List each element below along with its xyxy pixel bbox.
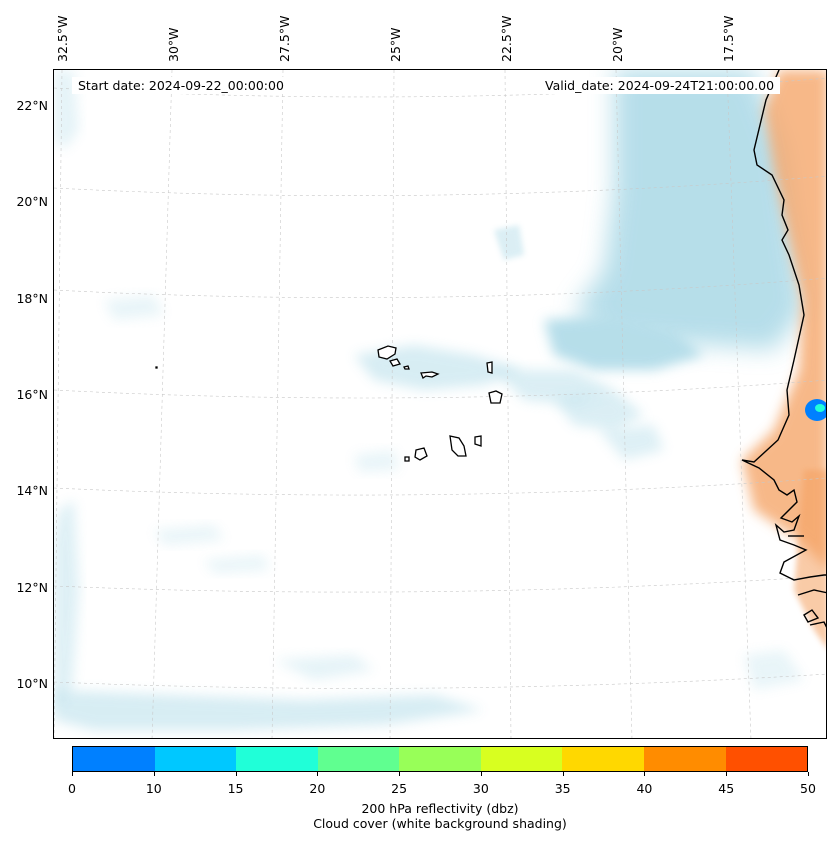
colorbar-tickmark — [644, 772, 646, 776]
lat-label: 14°N — [16, 483, 48, 498]
colorbar-tickmark — [726, 772, 728, 776]
colorbar-tick-label: 45 — [718, 781, 735, 796]
island-sao-nicolau — [420, 371, 440, 379]
colorbar-segment — [399, 747, 481, 771]
island-brava — [404, 456, 410, 462]
lon-label: 25°W — [388, 27, 403, 62]
colorbar-tick-label: 30 — [472, 781, 489, 796]
colorbar-tickmark — [808, 772, 809, 776]
colorbar-tickmark — [153, 772, 155, 776]
colorbar-tick-label: 15 — [227, 781, 244, 796]
lat-label: 20°N — [16, 194, 48, 209]
colorbar-tick-label: 35 — [554, 781, 571, 796]
colorbar-tick-label: 50 — [800, 781, 816, 796]
colorbar-tickmark — [399, 772, 401, 776]
colorbar-tickmark — [235, 772, 237, 776]
island-sao-vicente — [389, 358, 401, 367]
map-canvas — [54, 70, 826, 738]
lon-label: 27.5°W — [277, 15, 292, 62]
colorbar — [72, 746, 808, 772]
colorbar-tick-label: 20 — [309, 781, 326, 796]
lat-label: 12°N — [16, 580, 48, 595]
colorbar-subtitle: Cloud cover (white background shading) — [313, 816, 567, 831]
reflectivity-echo — [805, 399, 826, 421]
coastline — [741, 70, 826, 628]
colorbar-segment — [236, 747, 318, 771]
lat-label: 16°N — [16, 387, 48, 402]
island-santa-luzia — [403, 365, 410, 370]
lat-label: 18°N — [16, 291, 48, 306]
colorbar-tick-label: 0 — [68, 781, 76, 796]
island-boa-vista — [488, 390, 503, 404]
island-fogo — [414, 447, 428, 461]
cloud-cover-shading — [54, 70, 804, 730]
colorbar-segment — [317, 747, 400, 771]
valid-date-label: Valid_date: 2024-09-24T21:00:00.00 — [539, 77, 781, 94]
island-speck — [155, 366, 158, 369]
lat-label: 22°N — [16, 98, 48, 113]
lon-label: 32.5°W — [55, 15, 70, 62]
island-sal — [486, 361, 493, 374]
map-panel[interactable] — [53, 69, 827, 739]
colorbar-title: 200 hPa reflectivity (dbz) — [361, 801, 519, 816]
lon-label: 17.5°W — [721, 15, 736, 62]
colorbar-tick-label: 40 — [636, 781, 653, 796]
colorbar-segment — [562, 747, 644, 771]
land-shading — [742, 70, 826, 648]
colorbar-segment — [480, 747, 563, 771]
cape-verde-islands — [155, 345, 503, 462]
lat-label: 10°N — [16, 676, 48, 691]
colorbar-tickmark — [562, 772, 564, 776]
colorbar-tick-label: 25 — [391, 781, 408, 796]
colorbar-segment — [643, 747, 726, 771]
island-maio — [474, 435, 482, 447]
colorbar-segment — [154, 747, 237, 771]
colorbar-tick-label: 10 — [145, 781, 162, 796]
colorbar-tickmark — [480, 772, 482, 776]
island-santiago — [449, 435, 467, 457]
island-santo-antao — [377, 345, 397, 360]
colorbar-tickmark — [317, 772, 319, 776]
colorbar-segment — [725, 747, 808, 771]
lon-label: 22.5°W — [499, 15, 514, 62]
colorbar-label: 200 hPa reflectivity (dbz) Cloud cover (… — [0, 801, 837, 831]
colorbar-tickmark — [72, 772, 73, 776]
lon-label: 20°W — [610, 27, 625, 62]
lon-label: 30°W — [166, 27, 181, 62]
colorbar-segment — [73, 747, 155, 771]
start-date-label: Start date: 2024-09-22_00:00:00 — [72, 77, 290, 94]
